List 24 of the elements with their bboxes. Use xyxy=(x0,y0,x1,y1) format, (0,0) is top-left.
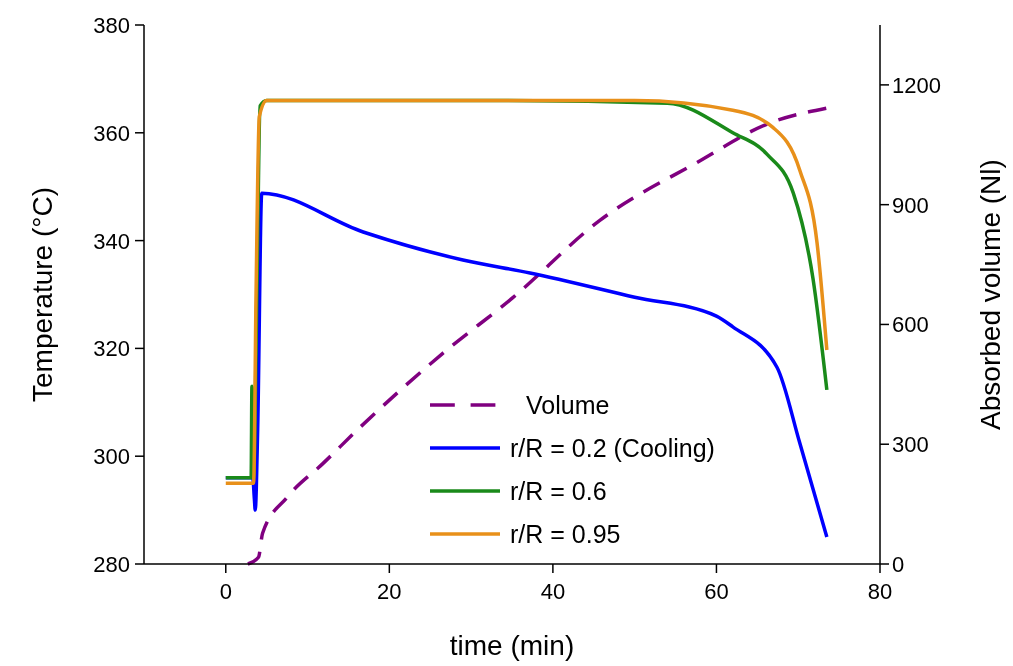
legend-label: r/R = 0.6 xyxy=(510,477,607,505)
x-tick-label: 20 xyxy=(377,579,402,604)
y-tick-label: 340 xyxy=(93,228,130,254)
x-tick-label: 60 xyxy=(704,579,729,604)
line-series xyxy=(246,106,829,566)
legend-label: Volume xyxy=(526,391,610,419)
y2-tick-label: 600 xyxy=(892,312,929,338)
y2-axis-title: Absorbed volume (Nl) xyxy=(975,159,1006,430)
x-tick-label: 80 xyxy=(867,579,893,604)
y-tick-label: 320 xyxy=(93,336,130,362)
x-tick-label: 0 xyxy=(219,579,232,604)
y2-tick-label: 0 xyxy=(892,552,905,577)
y-tick-label: 380 xyxy=(93,13,130,38)
y-tick-label: 360 xyxy=(93,120,130,146)
y-tick-label: 280 xyxy=(93,552,130,577)
y2-tick-label: 900 xyxy=(892,192,929,218)
legend-label: r/R = 0.95 xyxy=(510,520,621,548)
x-axis-title: time (min) xyxy=(449,630,575,661)
x-tick-label: 40 xyxy=(540,579,566,604)
legend-label: r/R = 0.2 (Cooling) xyxy=(510,434,715,462)
y2-tick-label: 300 xyxy=(892,432,929,458)
y-axis-title: Temperature (°C) xyxy=(27,186,58,403)
y-tick-label: 300 xyxy=(93,444,130,470)
y2-tick-label: 1200 xyxy=(892,72,941,98)
